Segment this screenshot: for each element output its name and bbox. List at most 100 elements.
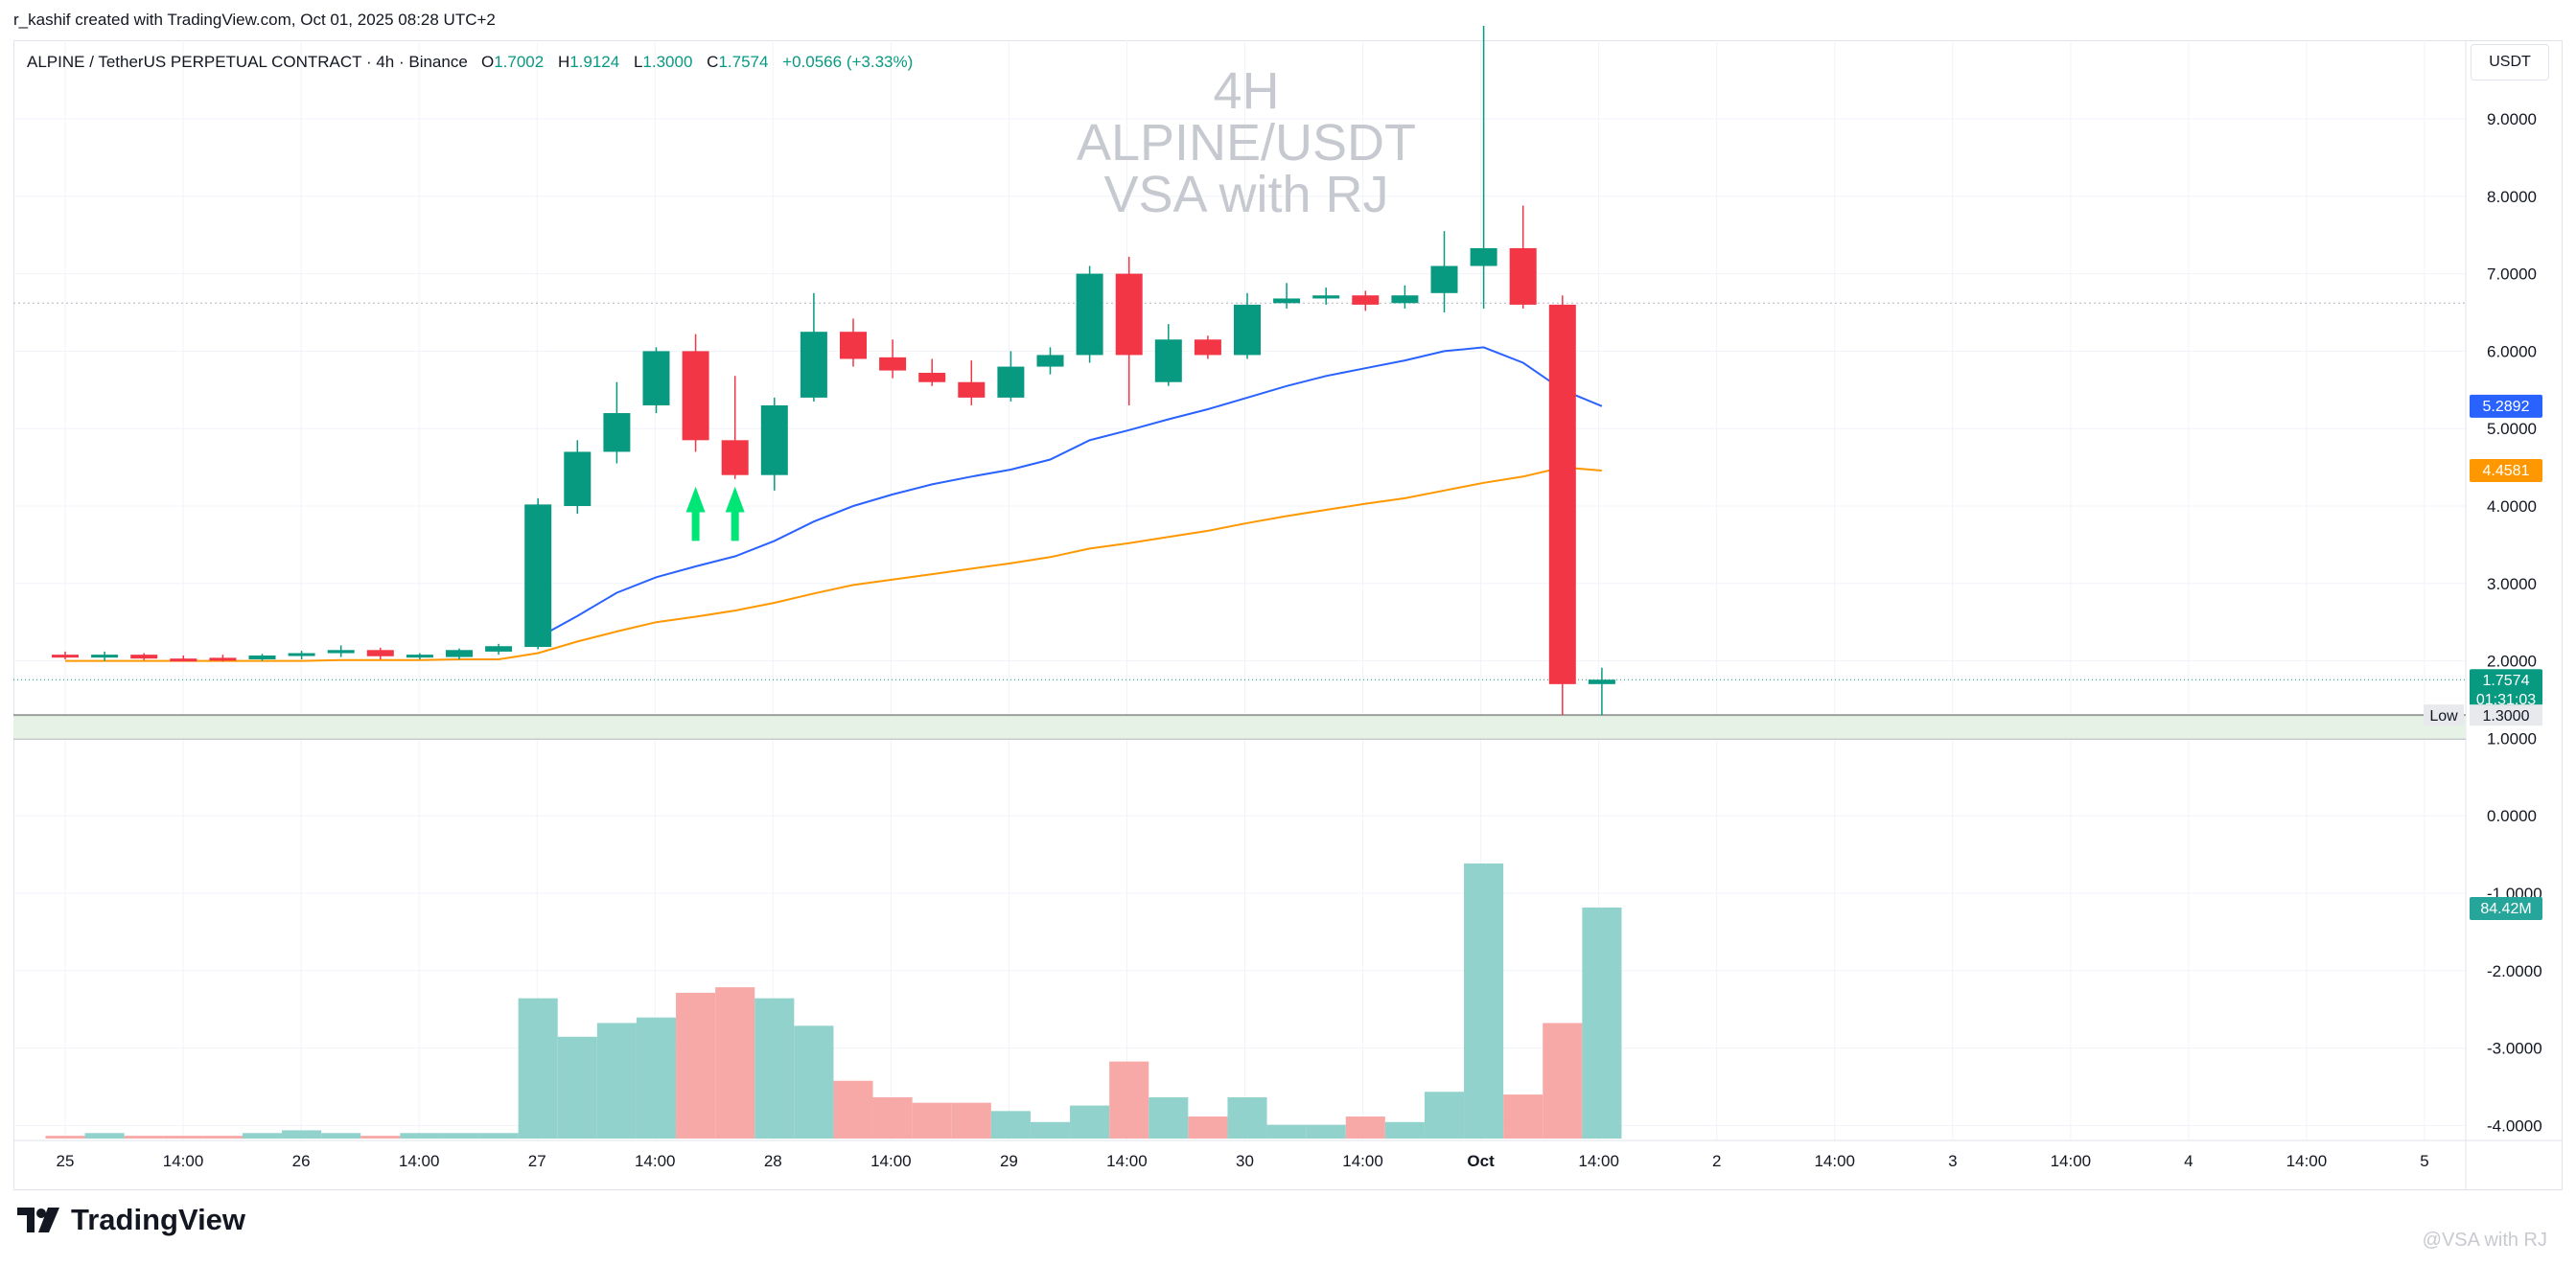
candle xyxy=(1234,292,1261,359)
candle xyxy=(918,358,946,386)
candle xyxy=(327,645,355,657)
candle-body xyxy=(1076,273,1103,356)
time-tick-label: Oct xyxy=(1467,1152,1495,1170)
candle xyxy=(800,292,827,402)
price-tick-label: -2.0000 xyxy=(2487,962,2542,980)
candle xyxy=(682,334,709,452)
candle xyxy=(1194,335,1221,359)
candle xyxy=(1115,256,1143,405)
candle xyxy=(524,497,552,650)
time-tick-label: 14:00 xyxy=(1106,1152,1148,1170)
candle xyxy=(1036,347,1064,375)
candle-body xyxy=(564,451,592,506)
low-value-bg xyxy=(2470,704,2542,726)
volume-bar xyxy=(715,987,755,1139)
last-price-badge: 1.7574 01:31:03 xyxy=(2470,669,2542,712)
candle-body xyxy=(406,655,433,658)
candle-body xyxy=(1194,339,1221,356)
volume-bar xyxy=(400,1133,440,1139)
volume-bar xyxy=(794,1025,834,1139)
ema-slow-price-badge-bg xyxy=(2470,458,2542,482)
volume-bar xyxy=(84,1133,125,1139)
volume-bar xyxy=(1109,1061,1149,1139)
volume-bar xyxy=(990,1111,1031,1139)
volume-bar xyxy=(872,1096,913,1139)
candle-body xyxy=(170,658,197,662)
time-tick-label: 26 xyxy=(292,1152,311,1170)
candle xyxy=(997,351,1025,402)
volume-bar xyxy=(439,1133,479,1139)
price-tick-label: 2.0000 xyxy=(2487,653,2537,671)
candle-body xyxy=(327,650,355,654)
ema-fast-price-badge-bg xyxy=(2470,394,2542,418)
time-tick-label: 14:00 xyxy=(399,1152,440,1170)
candle xyxy=(958,360,986,405)
time-tick-label: 3 xyxy=(1948,1152,1957,1170)
candle xyxy=(1509,205,1537,309)
candle-body xyxy=(1548,304,1576,684)
candle-body xyxy=(603,413,631,452)
candle xyxy=(1312,288,1340,305)
low-label: L xyxy=(633,53,643,71)
candle-body xyxy=(642,351,670,405)
tradingview-logo[interactable]: TradingView xyxy=(17,1203,245,1237)
time-tick-label: 14:00 xyxy=(635,1152,676,1170)
volume-bar xyxy=(518,998,558,1139)
volume-bar xyxy=(1070,1105,1110,1139)
price-tick-label: 6.0000 xyxy=(2487,342,2537,360)
time-tick-label: 14:00 xyxy=(163,1152,204,1170)
candle xyxy=(1391,285,1419,309)
ema-fast-price-badge-text: 5.2892 xyxy=(2483,399,2530,415)
volume-badge-bg xyxy=(2470,897,2542,920)
time-tick-label: 2 xyxy=(1712,1152,1721,1170)
volume-bar xyxy=(557,1036,597,1139)
volume-bar xyxy=(1188,1116,1228,1139)
time-tick-label: 30 xyxy=(1236,1152,1254,1170)
volume-bar xyxy=(1503,1094,1543,1139)
ema-slow-price-badge-text: 4.4581 xyxy=(2483,463,2530,479)
candle xyxy=(288,651,315,659)
symbol-legend[interactable]: ALPINE / TetherUS PERPETUAL CONTRACT · 4… xyxy=(27,50,913,75)
ema-fast-price-badge: 5.2892 xyxy=(2470,394,2542,418)
ema-fast-line xyxy=(537,346,1603,639)
last-price-badge-text: 01:31:03 xyxy=(2476,692,2536,708)
volume-bar xyxy=(833,1080,873,1139)
price-axis-labels: 9.0000 8.0000 7.0000 6.0000 5.0000 4.0000 3.00… xyxy=(2487,110,2542,1135)
candle xyxy=(366,647,394,659)
currency-unit-button[interactable]: USDT xyxy=(2471,44,2549,81)
time-tick-label: 14:00 xyxy=(2051,1152,2092,1170)
volume-bar xyxy=(1227,1096,1267,1139)
volume-bar xyxy=(1384,1121,1425,1139)
candle-body xyxy=(1352,295,1380,305)
low-price-tag: Low 1.3000 xyxy=(2424,704,2542,726)
candle xyxy=(1076,265,1103,363)
watermark-timeframe: 4H xyxy=(1213,62,1280,120)
volume-bar xyxy=(202,1136,243,1139)
symbol-title[interactable]: ALPINE / TetherUS PERPETUAL CONTRACT · 4… xyxy=(27,53,468,71)
time-tick-label: 5 xyxy=(2420,1152,2428,1170)
low-value: 1.3000 xyxy=(642,53,693,71)
candle-body xyxy=(958,381,986,398)
candle xyxy=(170,655,197,662)
candle-body xyxy=(918,373,946,382)
candle-body xyxy=(997,366,1025,398)
time-tick-label: 14:00 xyxy=(2286,1152,2328,1170)
candle-body xyxy=(1391,295,1419,304)
close-value: 1.7574 xyxy=(718,53,769,71)
open-value: 1.7002 xyxy=(494,53,545,71)
tradingview-logo-icon xyxy=(17,1208,59,1232)
candle-body xyxy=(1036,355,1064,367)
candle xyxy=(1273,283,1301,309)
price-tick-label: 0.0000 xyxy=(2487,807,2537,825)
volume-badge-text: 84.42M xyxy=(2480,901,2531,917)
candle-body xyxy=(721,440,749,475)
volume-bar xyxy=(1266,1124,1307,1139)
candle xyxy=(52,651,79,659)
close-label: C xyxy=(707,53,719,71)
price-tick-label: 5.0000 xyxy=(2487,420,2537,438)
volume-bar xyxy=(124,1136,164,1139)
candle-body xyxy=(248,655,276,659)
candle-body xyxy=(682,351,709,441)
candle-body xyxy=(1234,304,1261,356)
